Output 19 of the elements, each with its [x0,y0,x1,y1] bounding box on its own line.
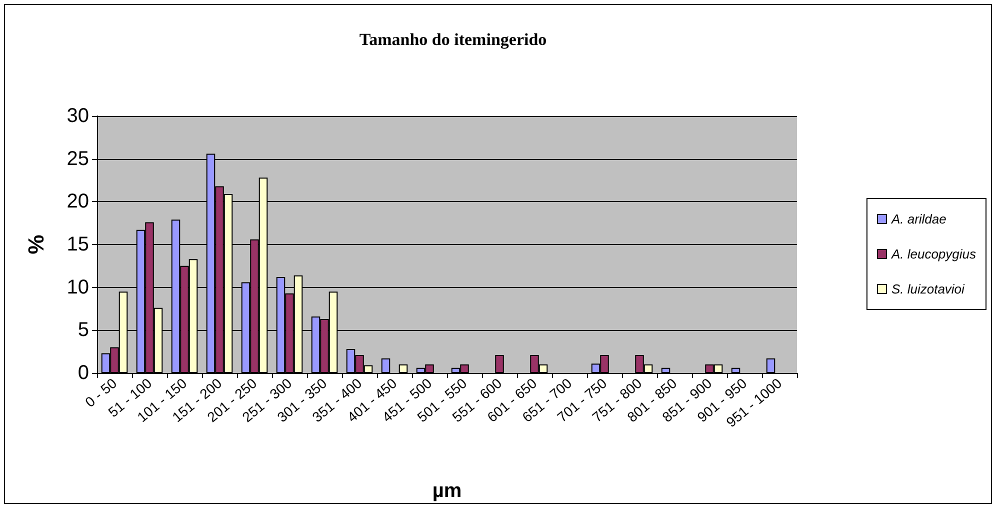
x-axis-title: µm [432,480,462,502]
y-tick-label: 15 [66,234,89,256]
bar [495,355,504,373]
y-tick-label: 5 [78,319,89,342]
bar [731,368,740,373]
legend-label: S. luizotavioi [891,282,966,296]
legend-label: A. arildae [890,212,946,226]
y-tick-label: 0 [78,362,89,384]
bar [398,364,408,373]
bar [661,368,670,373]
y-tick-label: 20 [66,190,89,213]
y-tick-label: 25 [66,148,89,170]
bar [381,358,390,373]
y-axis-title: % [24,234,48,254]
bar [766,358,776,373]
legend-label: A. leucopygius [890,246,976,262]
y-tick-label: 10 [66,276,89,298]
chart-title: Tamanho do itemingerido [359,30,547,49]
y-tick-label: 30 [66,105,89,127]
